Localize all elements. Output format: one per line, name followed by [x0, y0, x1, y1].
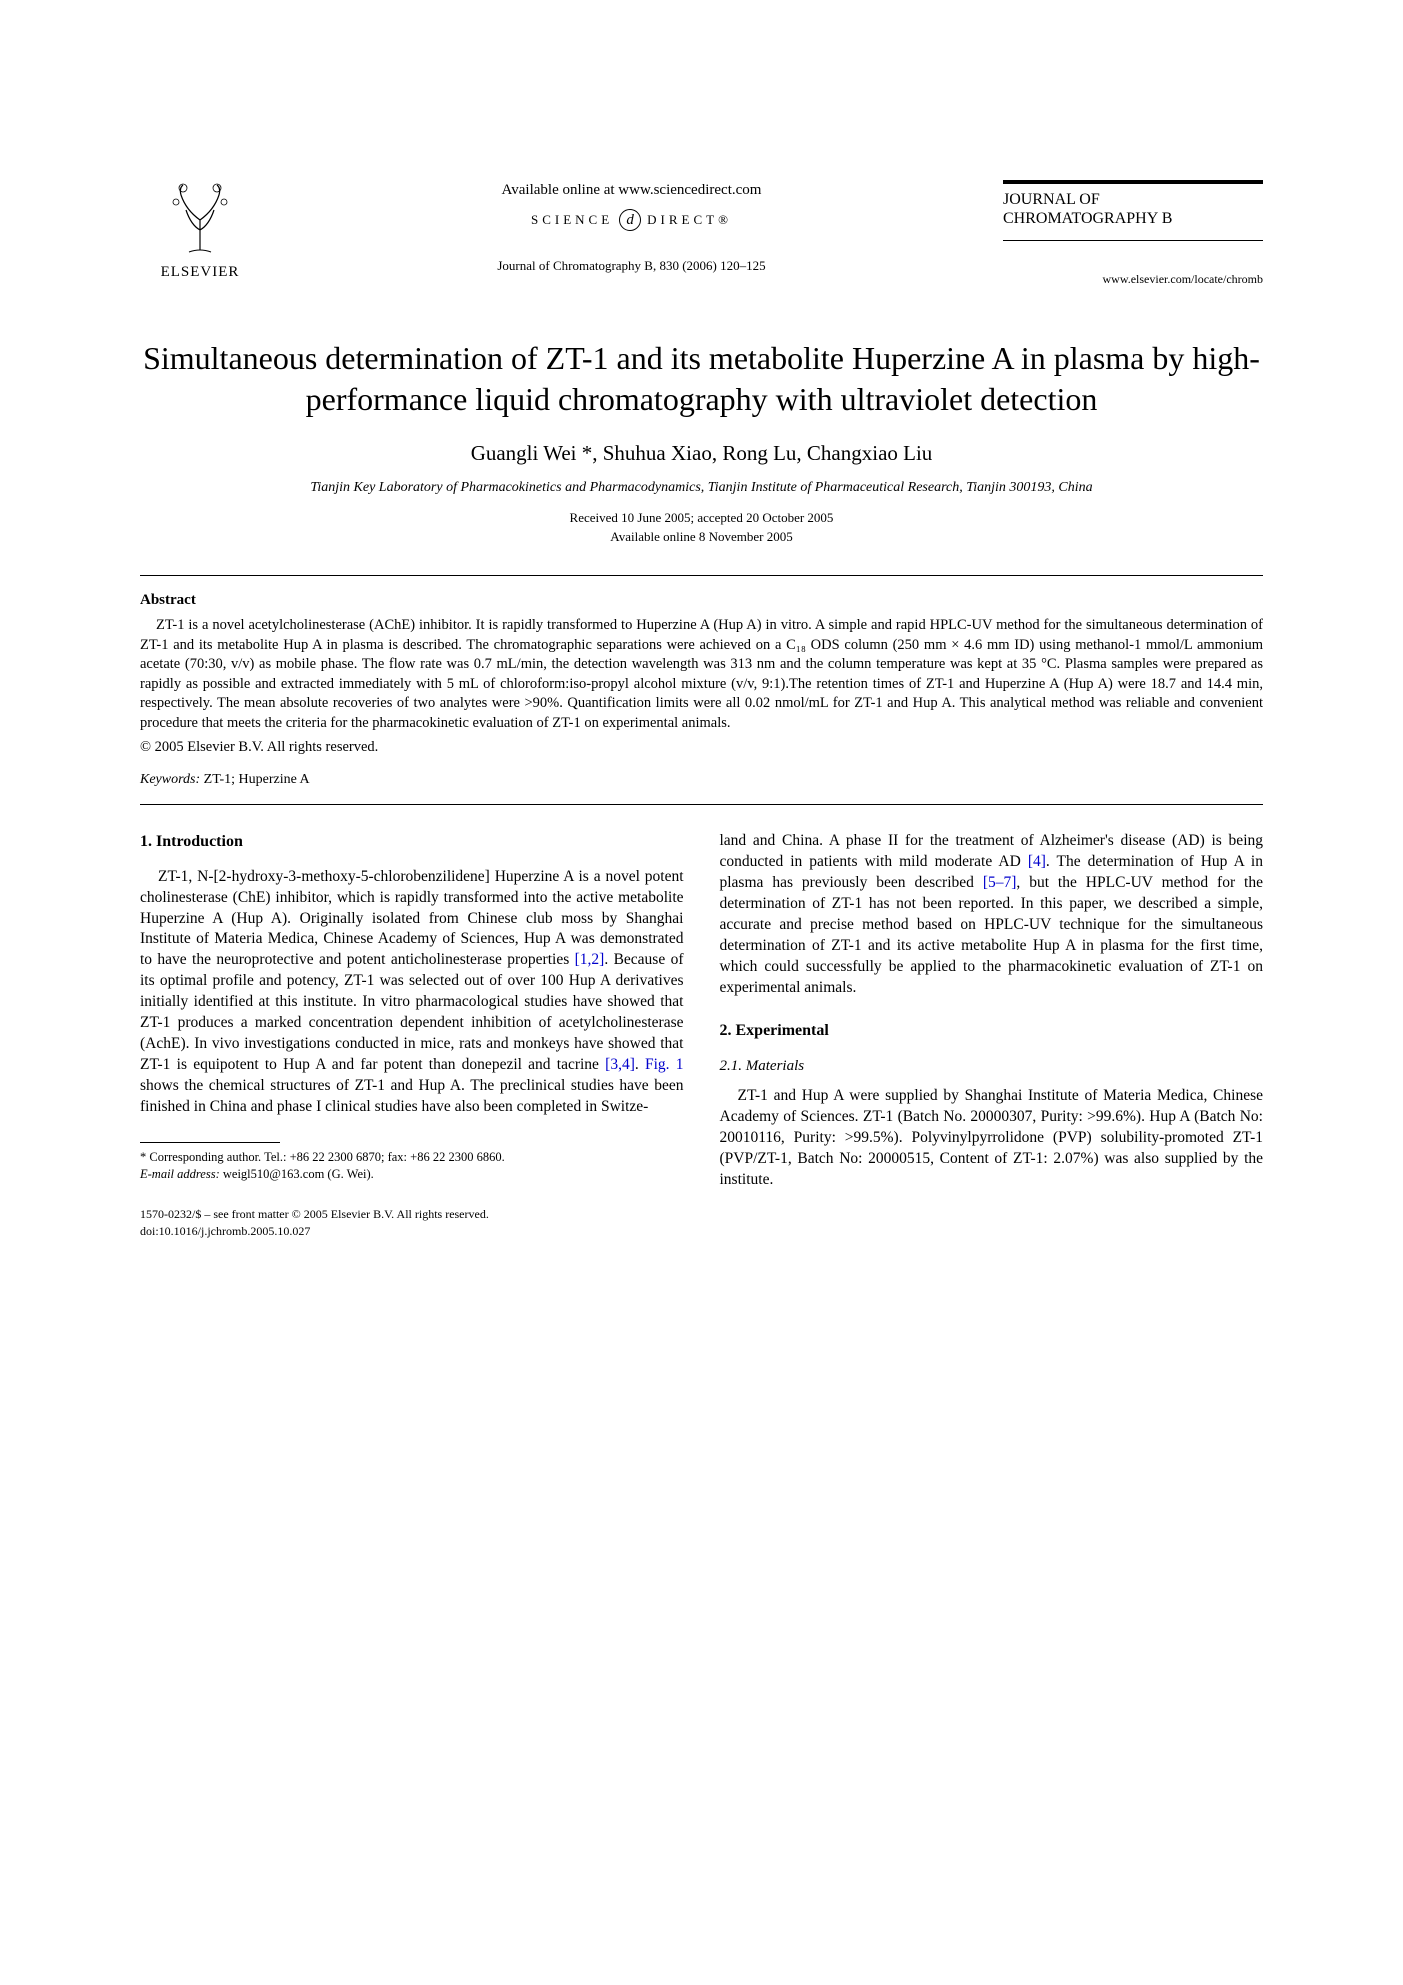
received-date: Received 10 June 2005; accepted 20 Octob… [140, 508, 1263, 528]
abstract-body: ZT-1 is a novel acetylcholinesterase (AC… [140, 616, 1263, 733]
corresponding-author-line: * Corresponding author. Tel.: +86 22 230… [140, 1149, 684, 1167]
intro-paragraph-2: land and China. A phase II for the treat… [720, 831, 1264, 998]
science-direct-icon: d [619, 209, 641, 231]
right-column: land and China. A phase II for the treat… [720, 831, 1264, 1239]
available-online-text: Available online at www.sciencedirect.co… [280, 180, 983, 200]
citation-ref-2[interactable]: [3,4] [605, 1056, 635, 1073]
journal-info: JOURNAL OF CHROMATOGRAPHY B www.elsevier… [1003, 180, 1263, 288]
intro-text-1b: . Because of its optimal profile and pot… [140, 951, 684, 1073]
section-2-heading: 2. Experimental [720, 1020, 1264, 1042]
keywords-text: ZT-1; Huperzine A [204, 772, 310, 787]
intro-text-2c: , but the HPLC-UV method for the determi… [720, 874, 1264, 996]
issn-line: 1570-0232/$ – see front matter © 2005 El… [140, 1206, 684, 1223]
publisher-name: ELSEVIER [140, 262, 260, 282]
abstract-copyright: © 2005 Elsevier B.V. All rights reserved… [140, 738, 1263, 758]
title-block: Simultaneous determination of ZT-1 and i… [140, 338, 1263, 547]
email-label: E-mail address: [140, 1167, 220, 1181]
left-column: 1. Introduction ZT-1, N-[2-hydroxy-3-met… [140, 831, 684, 1239]
doi-line: doi:10.1016/j.jchromb.2005.10.027 [140, 1223, 684, 1240]
publisher-logo: ELSEVIER [140, 180, 260, 282]
corresponding-author-footnote: * Corresponding author. Tel.: +86 22 230… [140, 1149, 684, 1184]
keywords: Keywords: ZT-1; Huperzine A [140, 771, 1263, 790]
section-1-heading: 1. Introduction [140, 831, 684, 853]
figure-ref-1[interactable]: Fig. 1 [645, 1056, 684, 1073]
journal-name-line2: CHROMATOGRAPHY B [1003, 209, 1263, 228]
body-columns: 1. Introduction ZT-1, N-[2-hydroxy-3-met… [140, 831, 1263, 1239]
abstract-heading: Abstract [140, 590, 1263, 610]
front-matter-info: 1570-0232/$ – see front matter © 2005 El… [140, 1206, 684, 1240]
header-center: Available online at www.sciencedirect.co… [260, 180, 1003, 275]
abstract-section: Abstract ZT-1 is a novel acetylcholinest… [140, 590, 1263, 790]
sd-right: DIRECT® [647, 211, 732, 229]
divider [140, 575, 1263, 576]
article-title: Simultaneous determination of ZT-1 and i… [140, 338, 1263, 421]
journal-url[interactable]: www.elsevier.com/locate/chromb [1003, 271, 1263, 287]
materials-paragraph: ZT-1 and Hup A were supplied by Shanghai… [720, 1086, 1264, 1191]
keywords-label: Keywords: [140, 772, 200, 787]
science-direct-brand: SCIENCE d DIRECT® [531, 209, 732, 231]
intro-text-1d: shows the chemical structures of ZT-1 an… [140, 1077, 684, 1115]
footnote-separator [140, 1142, 280, 1143]
sd-left: SCIENCE [531, 211, 613, 229]
elsevier-tree-icon [161, 180, 239, 258]
author-email[interactable]: weigl510@163.com (G. Wei). [223, 1167, 374, 1181]
citation-ref-3[interactable]: [4] [1028, 853, 1046, 870]
citation: Journal of Chromatography B, 830 (2006) … [280, 257, 983, 275]
affiliation: Tianjin Key Laboratory of Pharmacokineti… [140, 479, 1263, 498]
citation-ref-1[interactable]: [1,2] [575, 951, 605, 968]
authors: Guangli Wei *, Shuhua Xiao, Rong Lu, Cha… [140, 439, 1263, 467]
journal-header: ELSEVIER Available online at www.science… [140, 180, 1263, 288]
subsection-2-1-heading: 2.1. Materials [720, 1056, 1264, 1076]
divider [140, 804, 1263, 805]
citation-ref-4[interactable]: [5–7] [983, 874, 1017, 891]
online-date: Available online 8 November 2005 [140, 527, 1263, 547]
intro-paragraph-1: ZT-1, N-[2-hydroxy-3-methoxy-5-chloroben… [140, 867, 684, 1118]
intro-text-1c: . [635, 1056, 645, 1073]
journal-name-line1: JOURNAL OF [1003, 190, 1263, 209]
